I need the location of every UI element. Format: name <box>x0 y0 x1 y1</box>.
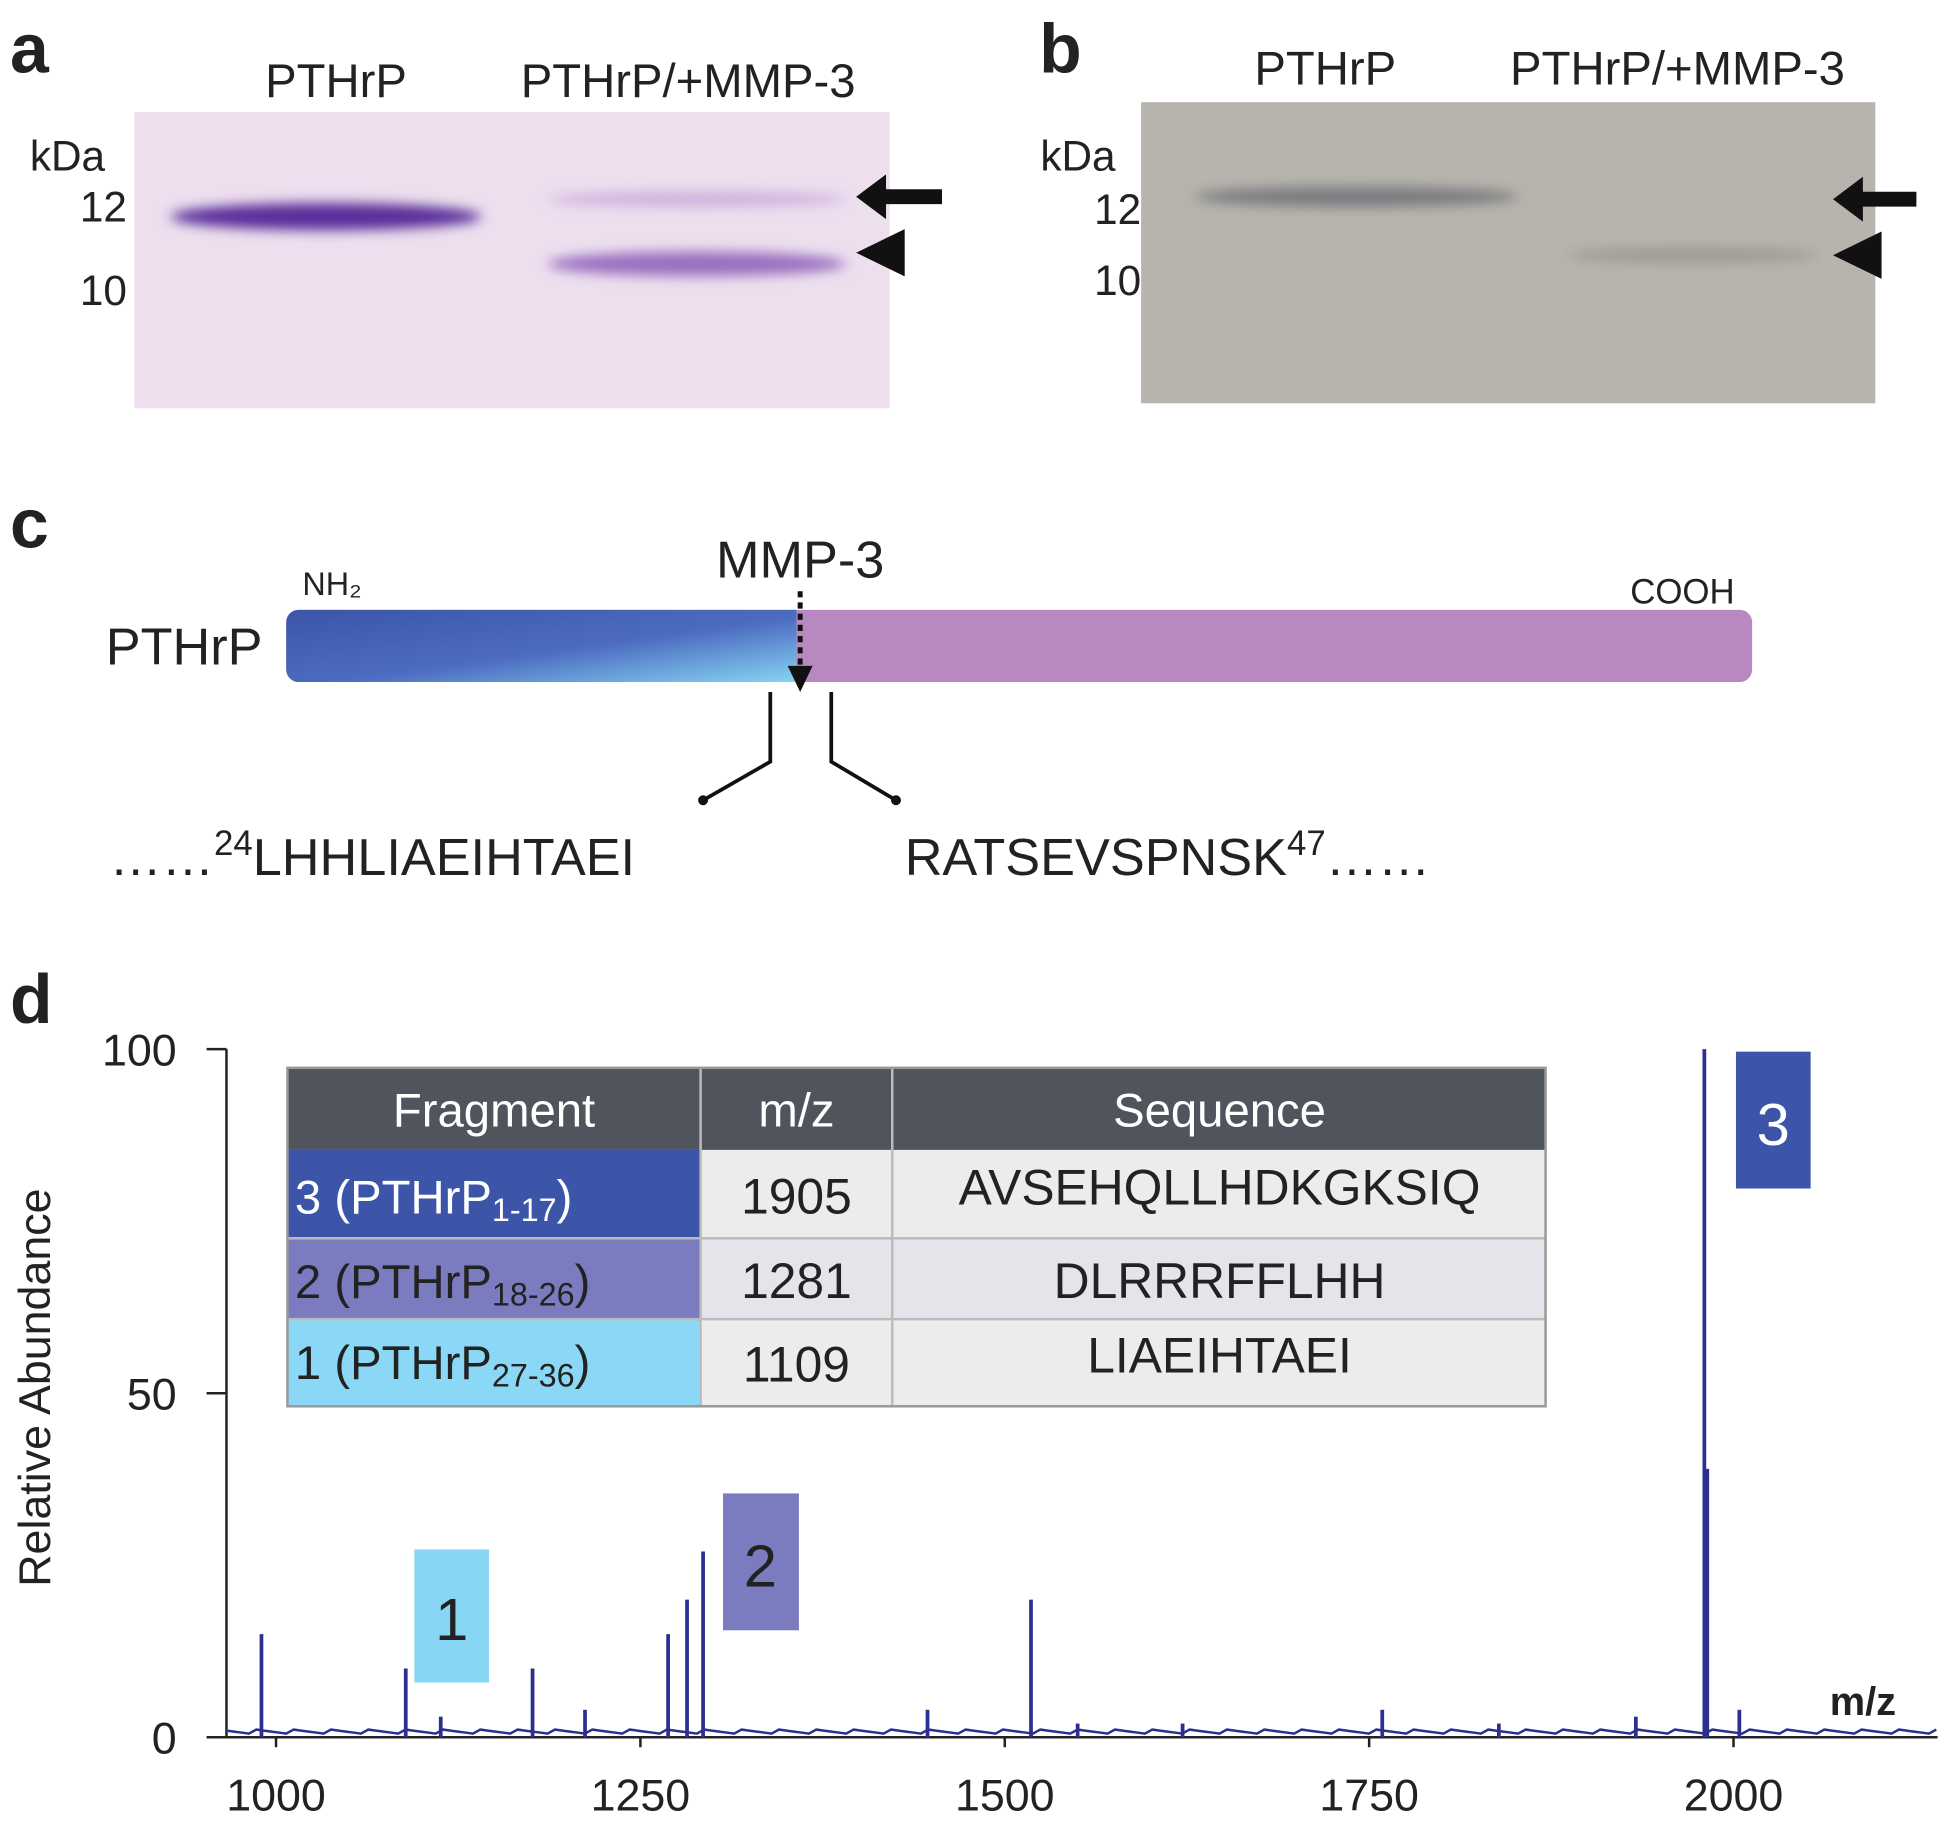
table-cell <box>700 1238 1546 1320</box>
ellipsis: …… <box>1326 829 1431 887</box>
y-tick-label: 50 <box>127 1369 177 1419</box>
sequence-text: DLRRRFFLHH <box>1054 1253 1386 1309</box>
band <box>170 202 482 231</box>
n-term-label: NH₂ <box>302 566 361 602</box>
lane-label: PTHrP <box>1254 43 1396 96</box>
lane-label: PTHrP/+MMP-3 <box>1510 43 1845 96</box>
fragment-text: ) <box>557 1171 573 1224</box>
marker-label: 12 <box>80 184 127 231</box>
lane-label: PTHrP/+MMP-3 <box>521 55 856 108</box>
baseline-noise <box>225 1728 1937 1735</box>
x-axis-label: m/z <box>1830 1680 1896 1724</box>
table-cell <box>287 1149 701 1239</box>
panel-letter: d <box>10 960 53 1038</box>
table-cell <box>287 1319 701 1407</box>
fragment-text: 2 (PTHrP <box>295 1256 492 1309</box>
peak-label-box <box>723 1493 799 1631</box>
peak-label: 1 <box>435 1586 468 1653</box>
table-header-text: m/z <box>758 1084 834 1137</box>
table-header-text: Fragment <box>393 1084 595 1137</box>
sequence-text: LIAEIHTAEI <box>1087 1328 1352 1384</box>
residue-number: 24 <box>214 824 253 863</box>
x-tick-label: 1250 <box>591 1771 691 1821</box>
x-tick-label: 1750 <box>1319 1771 1419 1821</box>
panel-letter: b <box>1039 9 1082 87</box>
connector <box>702 691 773 802</box>
y-axis-label: Relative Abundance <box>10 1188 60 1586</box>
mz-value: 1905 <box>741 1168 852 1224</box>
fragment-name: 3 (PTHrP1-17) <box>295 1171 572 1227</box>
panel-letter: c <box>10 485 49 563</box>
x-tick-label: 1000 <box>226 1771 326 1821</box>
fragment-range: 27-36 <box>492 1357 575 1393</box>
unit-label: kDa <box>30 133 106 180</box>
connector <box>829 691 897 802</box>
y-tick-label: 0 <box>152 1713 177 1763</box>
table-cell <box>287 1238 701 1320</box>
fragment-text: 3 (PTHrP <box>295 1171 492 1224</box>
sequence: RATSEVSPNSK <box>905 829 1287 887</box>
peak-label: 3 <box>1757 1091 1790 1158</box>
fragment-name: 2 (PTHrP18-26) <box>295 1256 590 1312</box>
connector-dot <box>891 795 901 806</box>
marker-label: 12 <box>1094 186 1141 233</box>
arrow <box>1833 176 1917 222</box>
peak-label-box <box>1735 1051 1811 1189</box>
ellipsis: …… <box>110 829 215 887</box>
table-cell <box>700 1319 1546 1407</box>
n-terminal-region <box>286 609 797 683</box>
unit-label: kDa <box>1040 133 1116 180</box>
table-header-text: Sequence <box>1113 1084 1326 1137</box>
band <box>547 191 847 207</box>
mz-value: 1109 <box>743 1336 850 1392</box>
table-header <box>287 1067 1546 1150</box>
mz-value: 1281 <box>741 1253 852 1309</box>
peak-label: 2 <box>744 1533 777 1600</box>
fragment-range: 1-17 <box>492 1192 557 1228</box>
connector-dot <box>698 795 709 806</box>
y-tick-label: 100 <box>102 1025 177 1075</box>
fragment-range: 18-26 <box>492 1276 575 1312</box>
marker-label: 10 <box>80 267 127 314</box>
left-sequence: ……24LHHLIAEIHTAEI <box>110 824 636 887</box>
table-border <box>286 1066 1547 1408</box>
fragment-name: 1 (PTHrP27-36) <box>295 1337 590 1393</box>
band <box>547 251 847 277</box>
arrowhead <box>1833 231 1882 279</box>
lane-label: PTHrP <box>265 55 407 108</box>
x-tick-label: 2000 <box>1684 1771 1784 1821</box>
band <box>1567 247 1817 263</box>
c-term-label: COOH <box>1630 573 1734 612</box>
spectrum <box>225 1049 1937 1738</box>
cleavage-arrowhead <box>787 665 813 692</box>
table-cell <box>700 1149 1546 1239</box>
fragment-text: ) <box>575 1256 591 1309</box>
fragment-text: ) <box>575 1337 591 1390</box>
x-tick-label: 1500 <box>955 1771 1055 1821</box>
enzyme-label: MMP-3 <box>716 532 884 590</box>
sequence-text: AVSEHQLLHDKGKSIQ <box>959 1160 1481 1216</box>
panel-letter: a <box>10 9 50 87</box>
right-sequence: RATSEVSPNSK47…… <box>905 824 1431 887</box>
sequence: LHHLIAEIHTAEI <box>253 829 635 887</box>
residue-number: 47 <box>1287 824 1326 863</box>
protein-label: PTHrP <box>106 619 263 677</box>
peak-label-box <box>414 1549 490 1683</box>
fragment-table: Fragment m/z Sequence 3 (PTHrP1-17) 1905… <box>286 1066 1547 1408</box>
arrowhead <box>856 229 905 277</box>
table-rule <box>287 1067 1546 1407</box>
marker-label: 10 <box>1094 257 1141 304</box>
band <box>1194 186 1519 207</box>
arrow <box>856 174 943 220</box>
fragment-text: 1 (PTHrP <box>295 1337 492 1390</box>
